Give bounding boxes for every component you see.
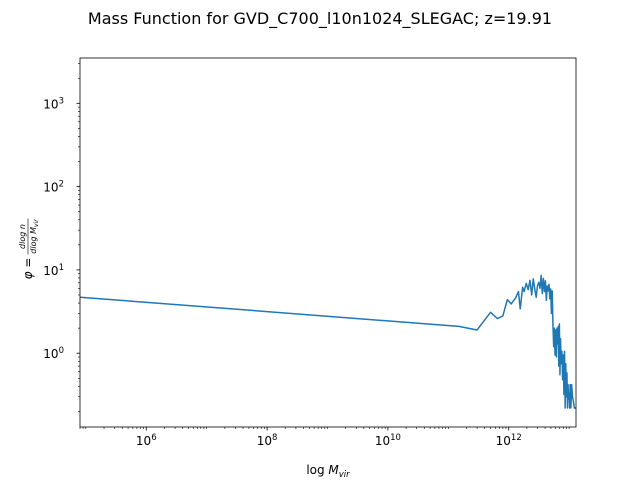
series-line-0 (80, 274, 576, 409)
plot-area (80, 274, 576, 409)
svg-text:dlog n: dlog n (18, 224, 27, 249)
axes-frame (79, 57, 577, 428)
x-axis-label: log Mvir (306, 463, 350, 480)
y-axis-label: φ = dlog n dlog Mvir (18, 218, 40, 280)
svg-text:dlog Mvir: dlog Mvir (29, 219, 40, 254)
chart-title: Mass Function for GVD_C700_l10n1024_SLEG… (88, 9, 552, 29)
svg-text:φ =: φ = (21, 258, 35, 280)
axes (76, 57, 577, 431)
